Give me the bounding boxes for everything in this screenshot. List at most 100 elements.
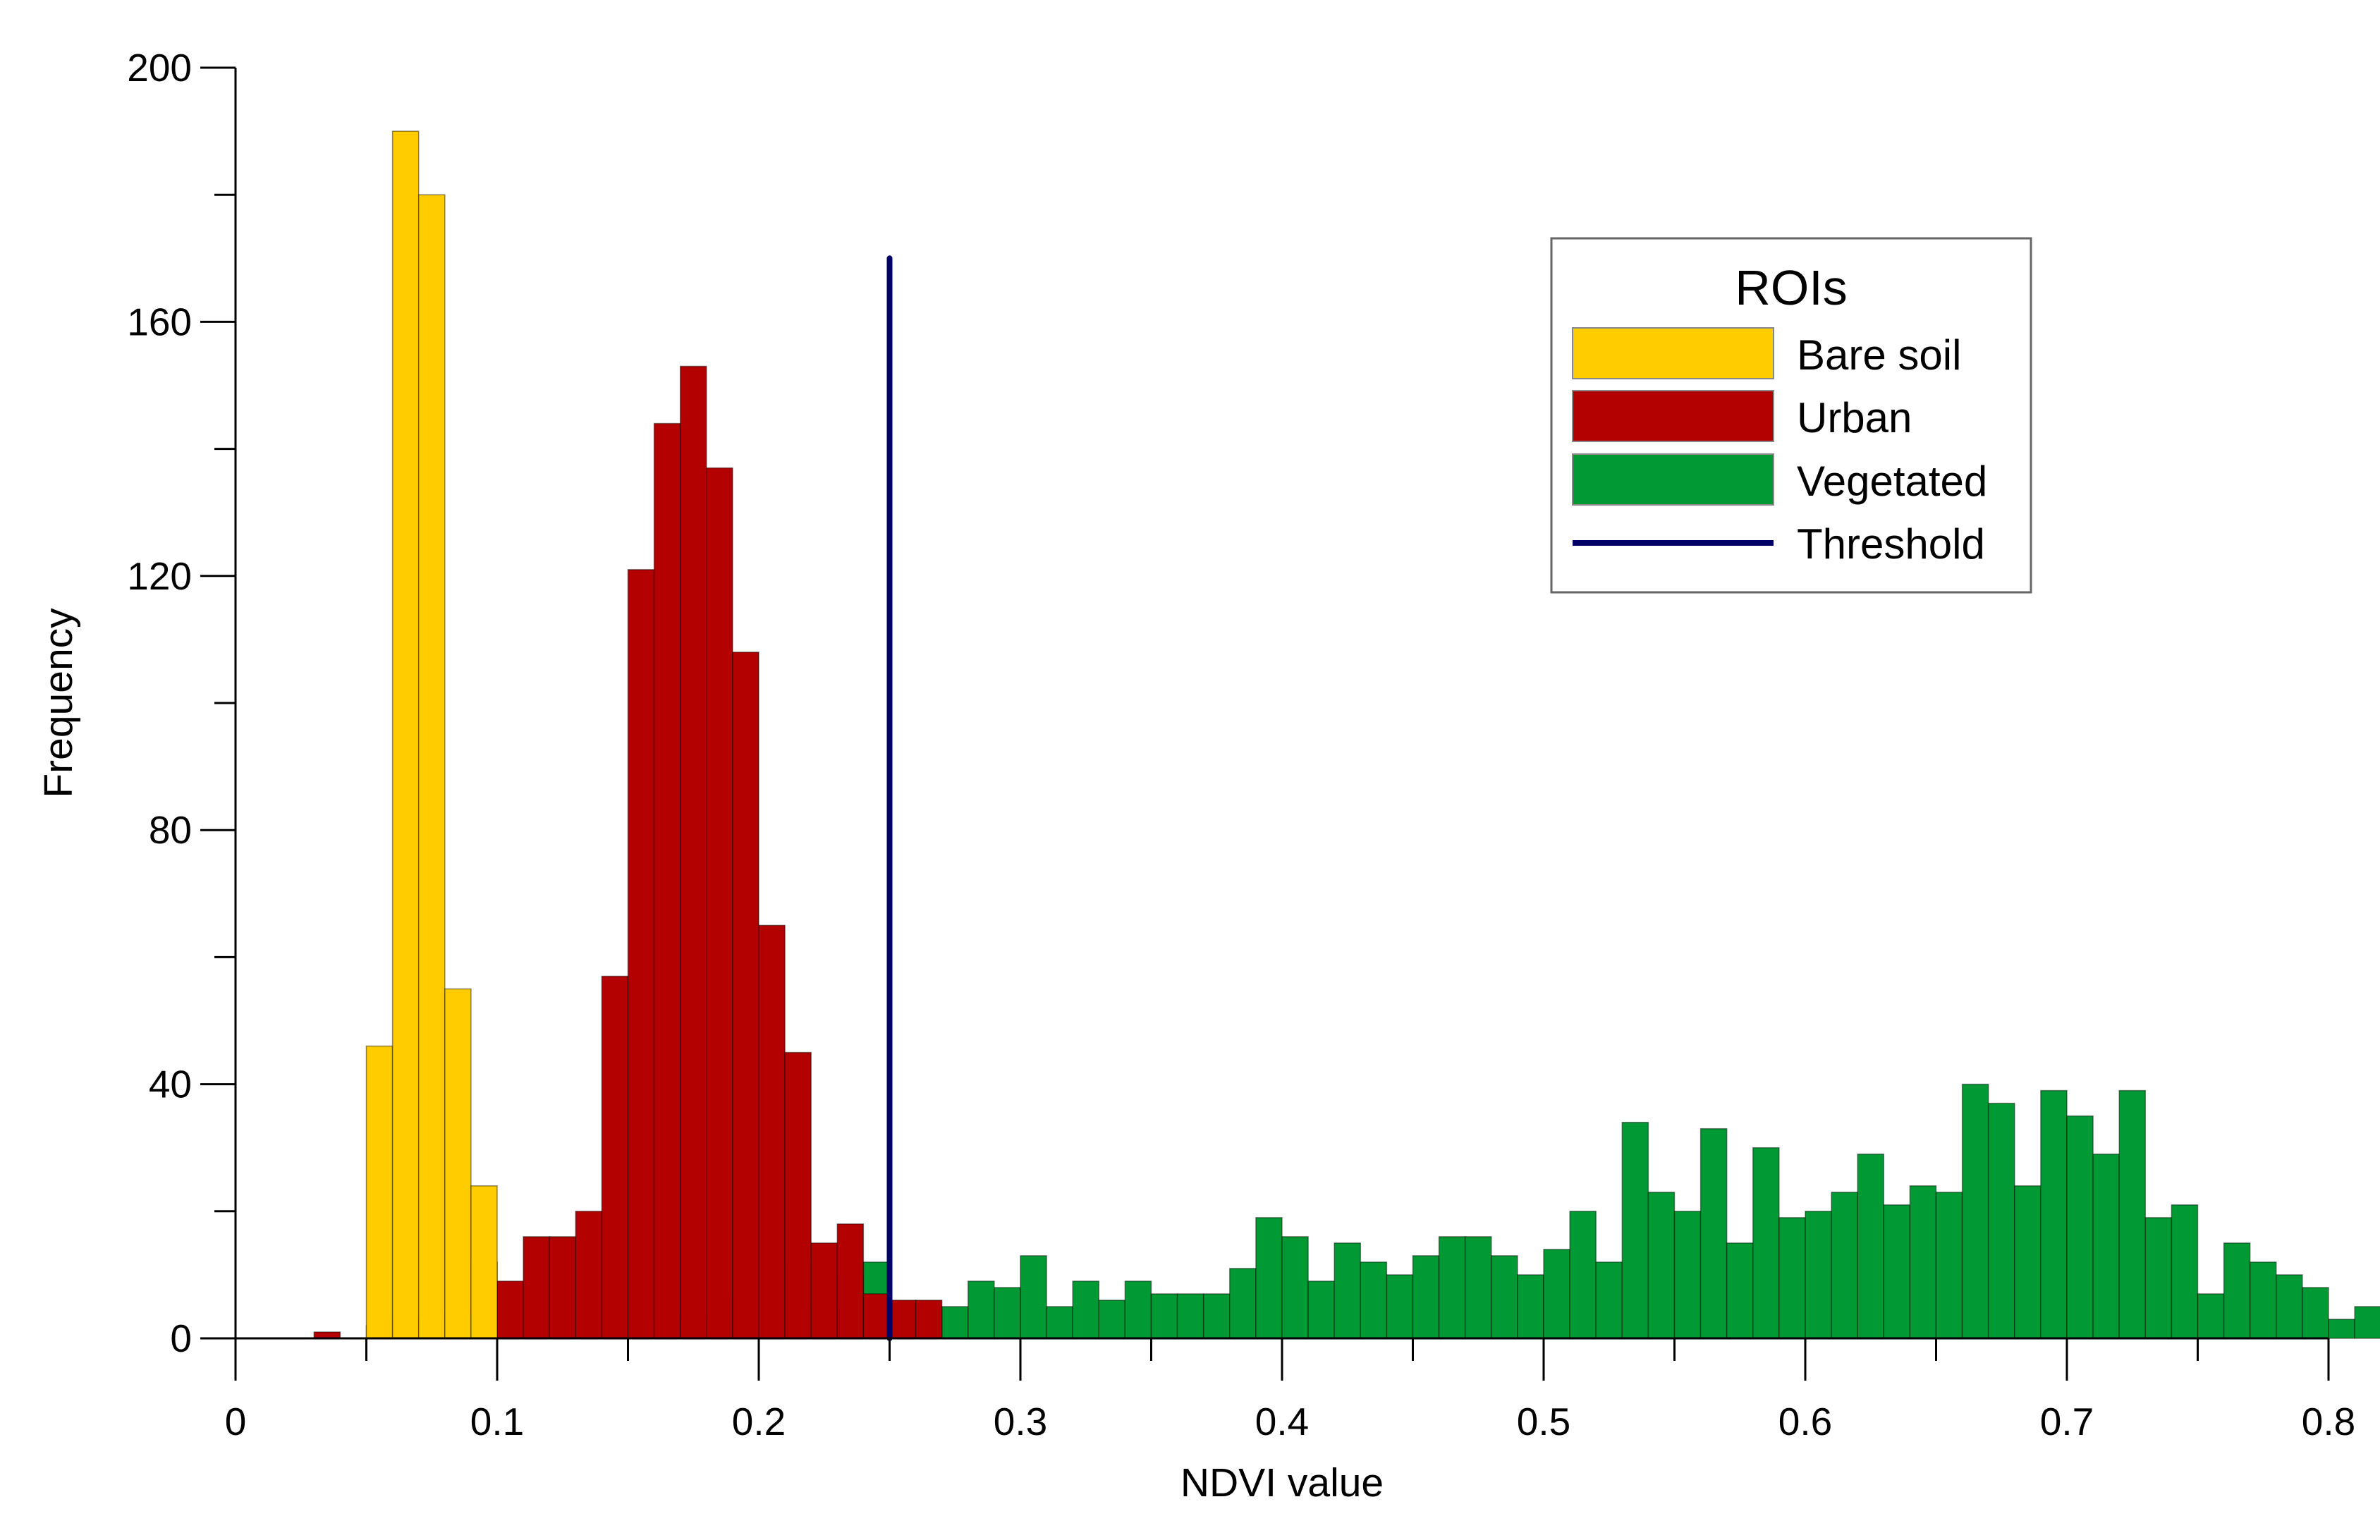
bar-bare-soil-2	[417, 194, 446, 1339]
bar-vegetated-28	[1386, 1274, 1414, 1339]
x-tick-label: 0.5	[1517, 1400, 1570, 1443]
bar-vegetated-56	[2118, 1089, 2147, 1339]
bar-urban-12	[627, 569, 655, 1339]
legend-entry-vegetated: Vegetated	[1572, 453, 1987, 506]
ticks-layer: 0 40 80 120 160 200 0 0.1 0.2 0.3 0.4 0.5 0.6 0.7 0.8	[127, 46, 2355, 1443]
bar-vegetated-14	[1020, 1255, 1047, 1339]
bar-vegetated-12	[968, 1281, 995, 1339]
bar-vegetated-50	[1961, 1083, 1989, 1339]
bar-vegetated-65	[2354, 1306, 2380, 1339]
bar-vegetated-61	[2249, 1261, 2277, 1339]
bar-vegetated-29	[1412, 1255, 1440, 1339]
bar-vegetated-51	[1987, 1102, 2015, 1339]
bar-vegetated-42	[1752, 1147, 1780, 1339]
bar-urban-9	[549, 1236, 577, 1339]
bar-urban-18	[784, 1051, 812, 1339]
bar-vegetated-48	[1909, 1185, 1937, 1339]
bar-vegetated-21	[1202, 1293, 1231, 1339]
bar-vegetated-33	[1517, 1274, 1544, 1339]
bar-vegetated-32	[1491, 1255, 1518, 1339]
bar-vegetated-54	[2066, 1115, 2094, 1339]
bar-urban-17	[758, 924, 786, 1339]
x-tick-label: 0.8	[2302, 1400, 2355, 1443]
bar-urban-13	[653, 422, 681, 1339]
legend-swatch-bare-soil	[1572, 327, 1774, 379]
x-tick-label: 0	[225, 1400, 247, 1443]
bar-vegetated-34	[1543, 1249, 1570, 1339]
legend-entry-threshold: Threshold	[1573, 520, 1985, 568]
bar-vegetated-64	[2328, 1319, 2355, 1339]
bar-urban-10	[575, 1211, 603, 1339]
bar-vegetated-27	[1360, 1261, 1388, 1339]
bar-urban-11	[601, 975, 629, 1339]
bar-bare-soil-3	[444, 988, 472, 1339]
legend-swatch-urban	[1572, 390, 1774, 442]
x-tick-label: 0.7	[2040, 1400, 2094, 1443]
legend-title: ROIs	[1735, 260, 1847, 315]
bar-vegetated-44	[1805, 1211, 1832, 1339]
bar-vegetated-37	[1621, 1121, 1649, 1339]
bar-urban-8	[523, 1236, 550, 1339]
bar-vegetated-35	[1569, 1211, 1597, 1339]
bar-vegetated-25	[1307, 1281, 1335, 1339]
x-tick-label: 0.6	[1778, 1400, 1832, 1443]
x-axis-title: NDVI value	[1180, 1460, 1384, 1505]
bar-vegetated-52	[2014, 1185, 2042, 1339]
bar-vegetated-60	[2223, 1242, 2251, 1339]
bar-vegetated-59	[2197, 1293, 2225, 1339]
bar-vegetated-46	[1857, 1153, 1885, 1339]
legend: ROIs Bare soil Urban Vegetated Threshold	[1550, 237, 2032, 594]
bar-urban-14	[679, 365, 707, 1339]
bar-bare-soil-4	[470, 1185, 498, 1339]
y-tick-label: 80	[149, 808, 192, 852]
bar-vegetated-58	[2171, 1204, 2199, 1339]
bar-urban-21	[862, 1293, 891, 1339]
bar-bare-soil-0	[365, 1045, 393, 1339]
bar-urban-22	[889, 1300, 917, 1339]
y-axis-title: Frequency	[36, 608, 81, 798]
bar-vegetated-20	[1176, 1293, 1204, 1339]
bar-vegetated-57	[2144, 1217, 2173, 1339]
y-tick-label: 120	[127, 554, 192, 598]
bars-layer	[313, 130, 2380, 1339]
bar-vegetated-45	[1831, 1192, 1858, 1339]
bar-vegetated-38	[1647, 1192, 1676, 1339]
legend-label-vegetated: Vegetated	[1797, 458, 1987, 505]
legend-swatch-vegetated	[1572, 453, 1774, 506]
bar-vegetated-39	[1673, 1211, 1702, 1339]
bar-vegetated-40	[1699, 1128, 1728, 1339]
bar-vegetated-18	[1124, 1281, 1152, 1339]
x-tick-label: 0.4	[1255, 1400, 1309, 1443]
bar-vegetated-55	[2092, 1153, 2120, 1339]
legend-label-bare-soil: Bare soil	[1797, 331, 1961, 379]
x-tick-label: 0.2	[732, 1400, 786, 1443]
bar-vegetated-53	[2040, 1089, 2068, 1339]
legend-label-urban: Urban	[1797, 394, 1912, 441]
bar-vegetated-24	[1281, 1236, 1309, 1339]
y-tick-label: 160	[127, 300, 192, 343]
bar-urban-19	[810, 1242, 838, 1339]
bar-vegetated-22	[1229, 1268, 1257, 1339]
bar-vegetated-16	[1072, 1281, 1100, 1339]
bar-vegetated-62	[2276, 1274, 2303, 1339]
bar-vegetated-23	[1255, 1217, 1283, 1339]
x-tick-label: 0.3	[994, 1400, 1047, 1443]
legend-entry-bare-soil: Bare soil	[1572, 327, 1961, 379]
y-tick-label: 200	[127, 46, 192, 90]
bar-vegetated-15	[1046, 1306, 1073, 1339]
bar-vegetated-36	[1595, 1261, 1623, 1339]
bar-vegetated-41	[1726, 1242, 1754, 1339]
bar-vegetated-31	[1464, 1236, 1492, 1339]
bar-vegetated-63	[2302, 1287, 2329, 1339]
y-tick-label: 40	[149, 1063, 192, 1106]
bar-urban-20	[836, 1223, 865, 1339]
bar-urban-7	[496, 1281, 524, 1339]
bar-bare-soil-1	[391, 130, 420, 1339]
bar-vegetated-47	[1883, 1204, 1911, 1339]
bar-vegetated-43	[1778, 1217, 1806, 1339]
bar-urban-23	[915, 1300, 943, 1339]
legend-label-threshold: Threshold	[1797, 520, 1985, 568]
bar-vegetated-11	[941, 1306, 969, 1339]
